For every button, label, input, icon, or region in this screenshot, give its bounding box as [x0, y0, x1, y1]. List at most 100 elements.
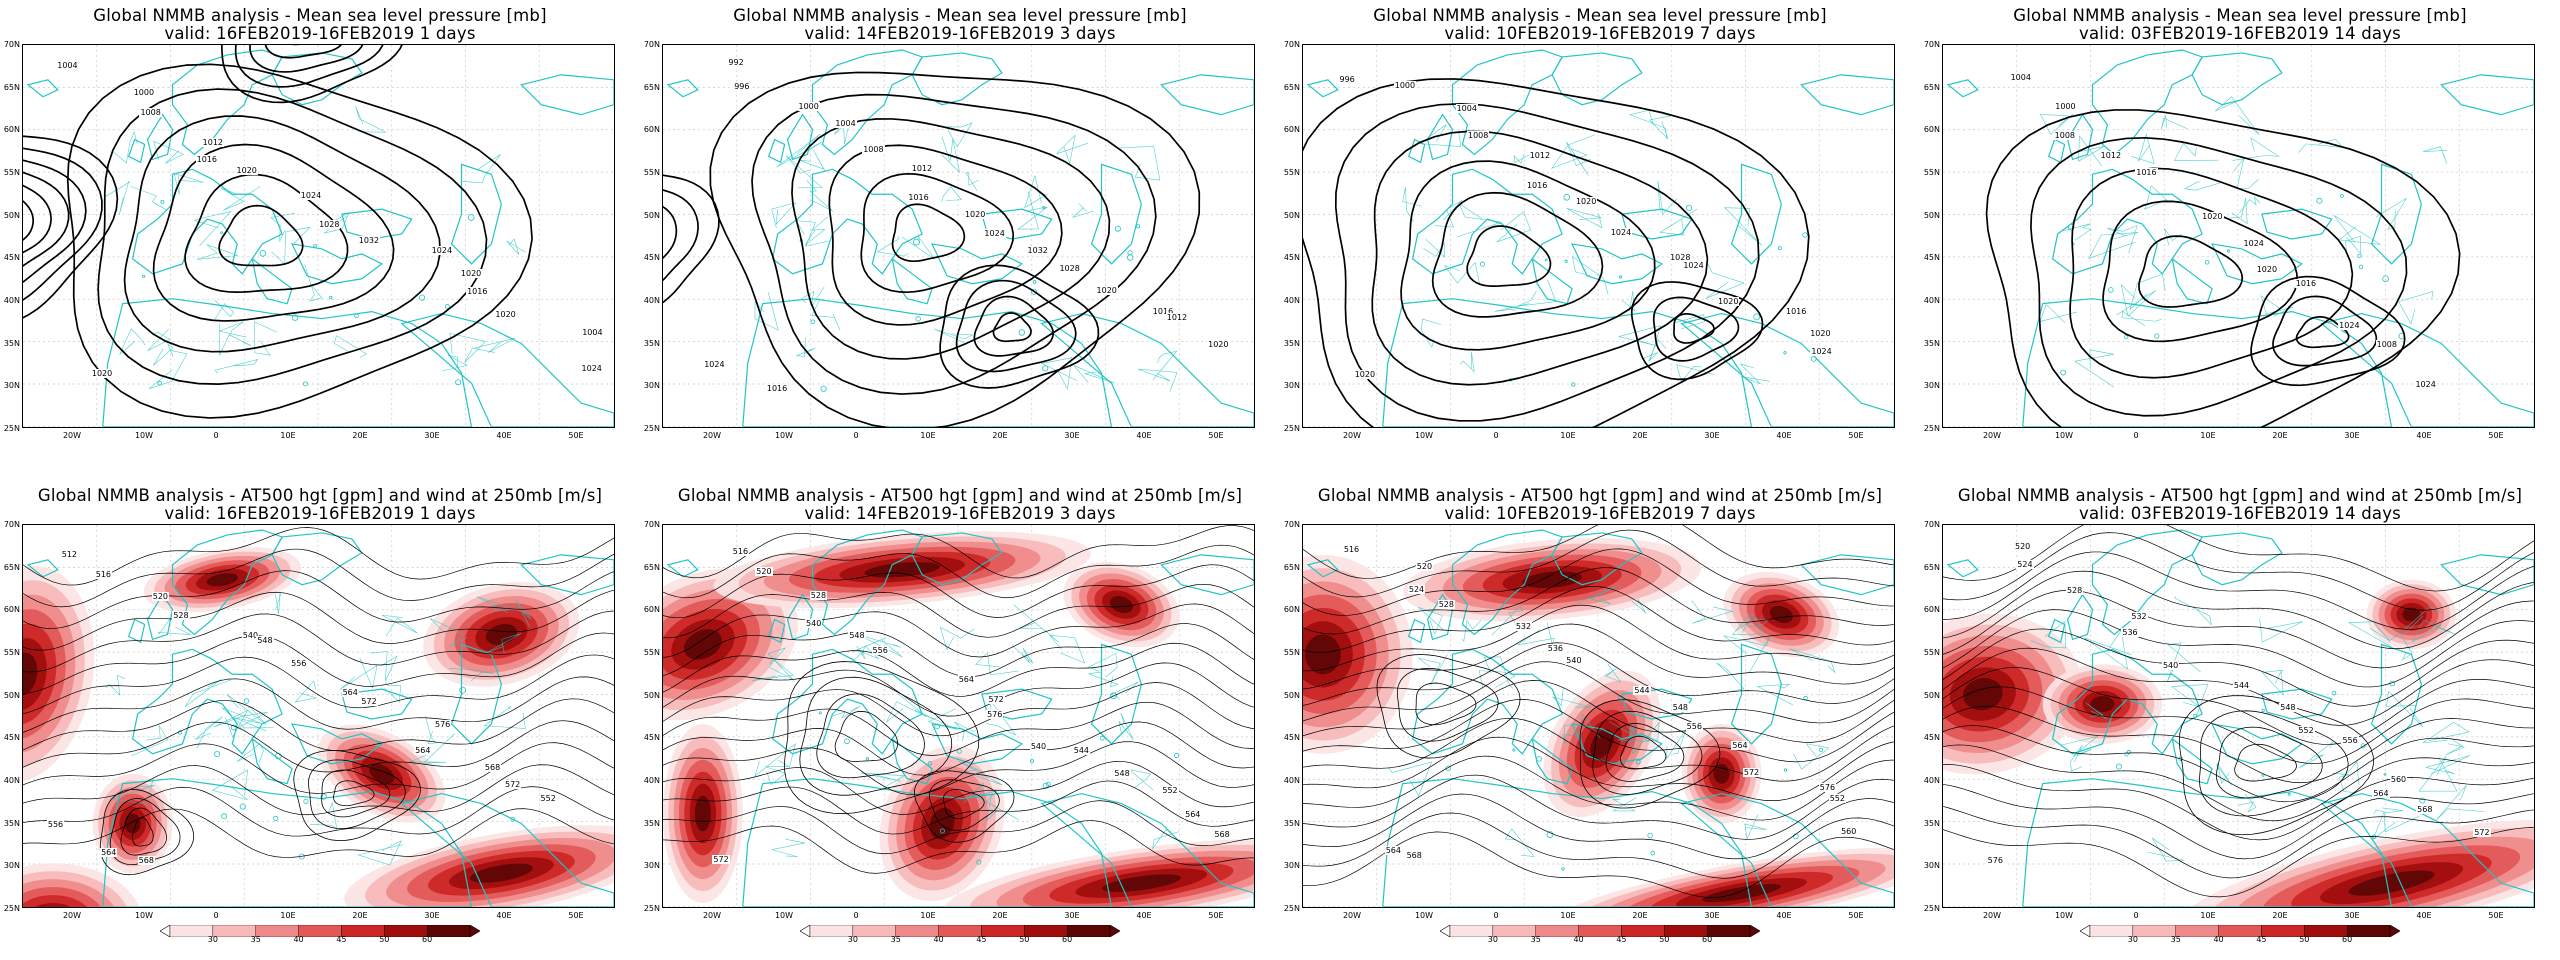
- lat-tick-label: 35N: [643, 818, 660, 828]
- lon-tick-label: 20E: [992, 911, 1008, 920]
- lat-tick-label: 25N: [1283, 904, 1300, 913]
- lat-tick-label: 35N: [3, 338, 20, 348]
- map-canvas: [23, 525, 614, 907]
- lat-tick-label: 30N: [3, 381, 20, 391]
- contour-label: 572: [2473, 827, 2491, 837]
- lat-tick-label: 40N: [1283, 296, 1300, 305]
- contour-label: 540: [241, 631, 260, 641]
- colorbar-tick-label: 40: [293, 935, 304, 944]
- lat-tick-label: 45N: [1923, 733, 1940, 743]
- contour-label: 516: [94, 570, 113, 580]
- contour-label: 520: [2013, 542, 2032, 552]
- contour-label: 552: [1828, 794, 1846, 804]
- wind-speed-area: [943, 838, 1254, 907]
- contour-label: 1004: [834, 118, 857, 128]
- contour-label: 1016: [195, 154, 219, 164]
- lat-tick-label: 25N: [1923, 424, 1940, 433]
- contour-label: 564: [100, 847, 118, 857]
- contour-label: 564: [1731, 741, 1749, 751]
- contour-label: 520: [755, 567, 773, 577]
- lon-tick-label: 10E: [2200, 431, 2216, 440]
- lat-tick-label: 40N: [643, 776, 660, 785]
- contour-label: 544: [1072, 745, 1091, 755]
- lat-tick-label: 70N: [3, 520, 20, 529]
- contour-label: 1004: [1455, 103, 1478, 113]
- contour-label: 1008: [862, 145, 885, 155]
- lat-tick-label: 50N: [1923, 690, 1940, 700]
- map-frame: [662, 44, 1255, 428]
- lat-tick-label: 55N: [1923, 648, 1940, 657]
- lon-tick-label: 0: [1493, 431, 1499, 440]
- geopotential-contours: [1303, 525, 1894, 898]
- lon-tick-label: 20W: [702, 911, 722, 920]
- lon-tick-label: 30E: [424, 431, 440, 440]
- colorbar-tick-label: 35: [1530, 935, 1541, 944]
- wind-speed-area: [2176, 819, 2534, 907]
- lon-tick-label: 30E: [2344, 911, 2360, 920]
- contour-label: 1016: [907, 192, 930, 202]
- contour-label: 1028: [318, 219, 341, 229]
- lon-tick-label: 30E: [2344, 431, 2360, 440]
- colorbar-tick-label: 60: [422, 935, 433, 944]
- contour-label: 560: [2389, 774, 2408, 784]
- contour-label: 1016: [2135, 168, 2158, 178]
- lat-tick-label: 60N: [1923, 605, 1940, 615]
- contour-label: 1008: [2053, 131, 2077, 141]
- colorbar-tick-label: 40: [933, 935, 944, 944]
- colorbar-tick-label: 45: [336, 935, 347, 944]
- lat-tick-label: 65N: [3, 562, 20, 572]
- contour-label: 1024: [703, 359, 726, 369]
- lon-tick-label: 40E: [2416, 911, 2432, 920]
- lat-tick-label: 30N: [1283, 861, 1300, 871]
- isobar-group: [1303, 78, 1810, 427]
- lat-tick-label: 55N: [643, 648, 660, 657]
- contour-label: 572: [987, 695, 1005, 705]
- lon-tick-label: 10E: [280, 911, 296, 920]
- lon-tick-label: 50E: [2488, 911, 2504, 920]
- contour-label: 564: [2372, 789, 2390, 799]
- contour-label: 540: [1029, 741, 1048, 751]
- contour-label: 1004: [581, 328, 604, 338]
- lat-tick-label: 50N: [1283, 210, 1300, 220]
- lon-tick-label: 30E: [1704, 911, 1720, 920]
- wind-speed-area: [344, 825, 614, 907]
- colorbar-tick-label: 30: [1487, 935, 1498, 944]
- contour-label: 512: [60, 550, 78, 560]
- contour-label: 572: [1742, 768, 1761, 778]
- wind-speed-area: [2042, 664, 2163, 744]
- panel-title: Global NMMB analysis - Mean sea level pr…: [2013, 6, 2467, 25]
- contour-label: 1024: [1682, 260, 1705, 270]
- map-panel-mslp-1: Global NMMB analysis - Mean sea level pr…: [0, 0, 640, 480]
- lat-tick-label: 25N: [1283, 424, 1300, 433]
- wind-colorbar: [1440, 925, 1760, 937]
- lon-tick-label: 20W: [1982, 911, 2002, 920]
- contour-label: 532: [2130, 611, 2148, 621]
- lon-tick-label: 10W: [2054, 431, 2074, 440]
- colorbar-tick-label: 50: [379, 935, 390, 944]
- contour-label: 544: [1633, 686, 1651, 696]
- lon-tick-label: 0: [213, 431, 219, 440]
- lat-tick-label: 45N: [643, 253, 660, 263]
- geopotential-contours: [1943, 525, 2534, 898]
- map-panel-at500-1: Global NMMB analysis - AT500 hgt [gpm] a…: [0, 480, 640, 960]
- lat-tick-label: 65N: [1923, 562, 1940, 572]
- contour-label: 1028: [1058, 263, 1081, 273]
- lon-tick-label: 10E: [920, 911, 936, 920]
- lat-tick-label: 35N: [1283, 818, 1300, 828]
- lon-tick-label: 30E: [1704, 431, 1720, 440]
- colorbar-tick-label: 60: [1702, 935, 1713, 944]
- map-canvas: [1303, 525, 1894, 907]
- contour-label: 1012: [2099, 151, 2123, 161]
- contour-label: 1024: [1810, 346, 1833, 356]
- contour-label: 556: [1685, 722, 1703, 732]
- map-canvas: [663, 45, 1254, 427]
- contour-label: 572: [712, 854, 730, 864]
- lon-tick-label: 50E: [568, 431, 584, 440]
- wind-speed-area: [23, 565, 95, 783]
- lat-tick-label: 50N: [3, 690, 20, 700]
- lat-tick-label: 55N: [3, 648, 20, 657]
- contour-label: 516: [731, 547, 750, 557]
- lat-tick-label: 25N: [643, 904, 660, 913]
- panel-valid-period: valid: 03FEB2019-16FEB2019 14 days: [2079, 24, 2401, 43]
- contour-label: 1008: [139, 108, 162, 118]
